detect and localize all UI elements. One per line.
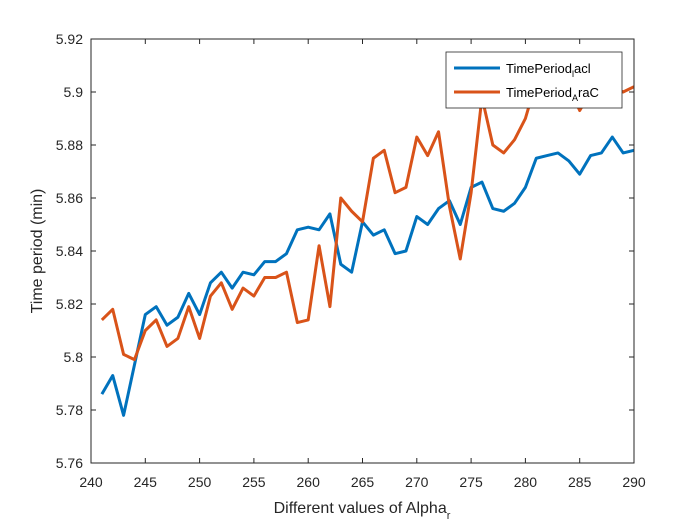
y-tick-label: 5.76 xyxy=(56,455,83,471)
y-tick-label: 5.8 xyxy=(64,349,84,365)
x-tick-label: 240 xyxy=(79,474,103,490)
x-tick-label: 280 xyxy=(514,474,538,490)
x-tick-label: 265 xyxy=(351,474,375,490)
x-tick-label: 260 xyxy=(297,474,321,490)
legend-box xyxy=(445,51,623,109)
x-tick-label: 250 xyxy=(188,474,212,490)
y-tick-label: 5.9 xyxy=(64,84,84,100)
x-axis-title-subscript: r xyxy=(447,510,451,522)
x-tick-label: 290 xyxy=(622,474,646,490)
x-tick-label: 245 xyxy=(134,474,158,490)
y-axis-title: Time period (min) xyxy=(29,189,46,314)
x-tick-label: 285 xyxy=(568,474,592,490)
y-tick-label: 5.82 xyxy=(56,296,83,312)
plot-area-frame xyxy=(90,38,635,464)
x-tick-label: 255 xyxy=(242,474,266,490)
legend-label-series-1: TimePeriodlacl xyxy=(506,61,591,79)
plot-area-background xyxy=(91,39,634,463)
y-tick-label: 5.78 xyxy=(56,402,83,418)
x-tick-labels: 240 245 250 255 260 265 270 275 280 285 290 xyxy=(79,474,646,490)
y-tick-label: 5.86 xyxy=(56,190,83,206)
x-tick-label: 275 xyxy=(459,474,483,490)
x-axis-title: Different values of Alphar xyxy=(274,500,451,522)
y-tick-label: 5.88 xyxy=(56,137,83,153)
y-tick-label: 5.84 xyxy=(56,243,83,259)
legend-label-series-2: TimePeriodAraC xyxy=(506,85,599,103)
legend: TimePeriodlacl TimePeriodAraC xyxy=(445,51,623,109)
series-line-1 xyxy=(100,135,634,417)
y-tick-label: 5.92 xyxy=(56,31,83,47)
y-tick-labels: 5.76 5.78 5.8 5.82 5.84 5.86 5.88 5.9 5.92 xyxy=(56,31,83,471)
x-tick-label: 270 xyxy=(405,474,429,490)
